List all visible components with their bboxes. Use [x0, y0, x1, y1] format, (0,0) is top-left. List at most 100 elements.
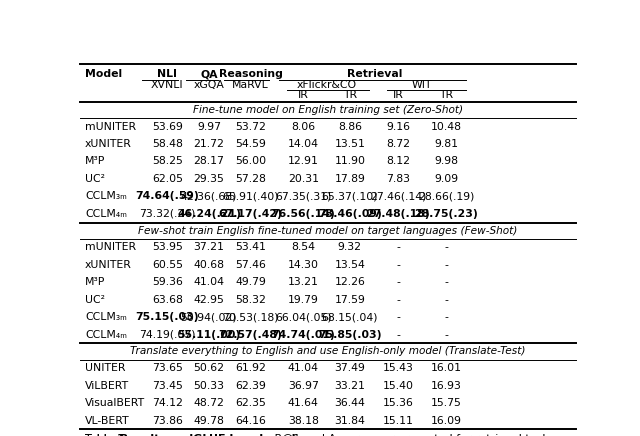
- Text: 37.49: 37.49: [334, 363, 365, 373]
- Text: 49.79: 49.79: [235, 277, 266, 287]
- Text: CCLM₃ₘ: CCLM₃ₘ: [85, 191, 127, 201]
- Text: 74.12: 74.12: [152, 398, 183, 408]
- Text: 12.26: 12.26: [334, 277, 365, 287]
- Text: 57.28: 57.28: [235, 174, 266, 184]
- Text: mUNITER: mUNITER: [85, 122, 136, 132]
- Text: 13.51: 13.51: [334, 139, 365, 149]
- Text: 55.11(.00): 55.11(.00): [177, 330, 241, 340]
- Text: -: -: [396, 242, 400, 252]
- Text: 31.84: 31.84: [334, 416, 365, 426]
- Text: 17.89: 17.89: [334, 174, 365, 184]
- Text: 28.75(.23): 28.75(.23): [414, 209, 478, 219]
- Text: 58.32: 58.32: [235, 295, 266, 305]
- Text: 21.72: 21.72: [193, 139, 225, 149]
- Text: 41.04: 41.04: [288, 363, 319, 373]
- Text: Translate everything to English and use English-only model (Translate-Test): Translate everything to English and use …: [131, 347, 525, 357]
- Text: 42.95: 42.95: [193, 295, 225, 305]
- Text: 20.31: 20.31: [288, 174, 319, 184]
- Text: 74.19(.07): 74.19(.07): [139, 330, 196, 340]
- Text: 63.68: 63.68: [152, 295, 183, 305]
- Text: 73.45: 73.45: [152, 381, 183, 391]
- Text: VisualBERT: VisualBERT: [85, 398, 145, 408]
- Text: 28.66(.19): 28.66(.19): [418, 191, 474, 201]
- Text: 15.43: 15.43: [383, 363, 413, 373]
- Text: 9.97: 9.97: [197, 122, 221, 132]
- Text: M³P: M³P: [85, 277, 106, 287]
- Text: 14.04: 14.04: [288, 139, 319, 149]
- Text: 56.00: 56.00: [235, 157, 266, 167]
- Text: CCLM₃ₘ: CCLM₃ₘ: [85, 312, 127, 322]
- Text: -: -: [396, 312, 400, 322]
- Text: 16.09: 16.09: [431, 416, 461, 426]
- Text: 49.78: 49.78: [193, 416, 225, 426]
- Text: Table 1:: Table 1:: [85, 434, 131, 436]
- Text: 67.35(.31): 67.35(.31): [275, 191, 332, 201]
- Text: 61.92: 61.92: [235, 363, 266, 373]
- Text: 64.16: 64.16: [235, 416, 266, 426]
- Text: 53.72: 53.72: [235, 122, 266, 132]
- Text: MaRVL: MaRVL: [232, 80, 269, 90]
- Text: 9.16: 9.16: [386, 122, 410, 132]
- Text: 42.36(.68): 42.36(.68): [180, 191, 237, 201]
- Text: -: -: [396, 330, 400, 340]
- Text: 66.04(.05): 66.04(.05): [275, 312, 332, 322]
- Text: 58.48: 58.48: [152, 139, 183, 149]
- Text: 76.56(.14): 76.56(.14): [271, 209, 335, 219]
- Text: 38.18: 38.18: [288, 416, 319, 426]
- Text: WIT: WIT: [412, 80, 432, 90]
- Text: 70.53(.18): 70.53(.18): [222, 312, 279, 322]
- Text: xUNITER: xUNITER: [85, 139, 132, 149]
- Text: QA: QA: [200, 69, 218, 79]
- Text: 16.93: 16.93: [431, 381, 461, 391]
- Text: -: -: [396, 260, 400, 270]
- Text: 14.30: 14.30: [288, 260, 319, 270]
- Text: 16.01: 16.01: [431, 363, 461, 373]
- Text: 8.72: 8.72: [386, 139, 410, 149]
- Text: 11.90: 11.90: [334, 157, 365, 167]
- Text: 13.54: 13.54: [334, 260, 365, 270]
- Text: 40.68: 40.68: [193, 260, 225, 270]
- Text: Results on IGLUE benchmark.: Results on IGLUE benchmark.: [116, 434, 303, 436]
- Text: IR: IR: [298, 90, 308, 100]
- Text: 10.48: 10.48: [431, 122, 461, 132]
- Text: CCLM₄ₘ: CCLM₄ₘ: [85, 209, 127, 219]
- Text: 7.83: 7.83: [386, 174, 410, 184]
- Text: 65.91(.40): 65.91(.40): [222, 191, 279, 201]
- Text: -: -: [444, 277, 448, 287]
- Text: -: -: [444, 330, 448, 340]
- Text: 12.91: 12.91: [288, 157, 319, 167]
- Text: Fine-tune model on English training set (Zero-Shot): Fine-tune model on English training set …: [193, 105, 463, 115]
- Text: -: -: [444, 260, 448, 270]
- Text: -: -: [396, 277, 400, 287]
- Text: xFlickr&CO: xFlickr&CO: [296, 80, 356, 90]
- Text: -: -: [444, 312, 448, 322]
- Text: 15.36: 15.36: [383, 398, 413, 408]
- Text: 28.17: 28.17: [193, 157, 225, 167]
- Text: M³P: M³P: [85, 157, 106, 167]
- Text: xGQA: xGQA: [193, 80, 225, 90]
- Text: 53.41: 53.41: [235, 242, 266, 252]
- Text: IR: IR: [392, 90, 403, 100]
- Text: 74.64(.59): 74.64(.59): [136, 191, 199, 201]
- Text: UNITER: UNITER: [85, 363, 125, 373]
- Text: 27.48(.18): 27.48(.18): [366, 209, 429, 219]
- Text: 9.98: 9.98: [434, 157, 458, 167]
- Text: 8.06: 8.06: [291, 122, 316, 132]
- Text: Few-shot train English fine-tuned model on target languages (Few-Shot): Few-shot train English fine-tuned model …: [138, 225, 518, 235]
- Text: 36.44: 36.44: [334, 398, 365, 408]
- Text: TR: TR: [439, 90, 453, 100]
- Text: 62.35: 62.35: [235, 398, 266, 408]
- Text: 75.85(.03): 75.85(.03): [318, 330, 381, 340]
- Text: 15.75: 15.75: [431, 398, 461, 408]
- Text: 72.57(.48): 72.57(.48): [219, 330, 282, 340]
- Text: Table 1:: Table 1:: [85, 434, 128, 436]
- Text: 33.21: 33.21: [334, 381, 365, 391]
- Text: TR: TR: [343, 90, 357, 100]
- Text: VL-BERT: VL-BERT: [85, 416, 129, 426]
- Text: 53.95: 53.95: [152, 242, 183, 252]
- Text: 13.21: 13.21: [288, 277, 319, 287]
- Text: -: -: [444, 295, 448, 305]
- Text: -: -: [444, 242, 448, 252]
- Text: 9.09: 9.09: [434, 174, 458, 184]
- Text: Retrieval: Retrieval: [347, 69, 403, 79]
